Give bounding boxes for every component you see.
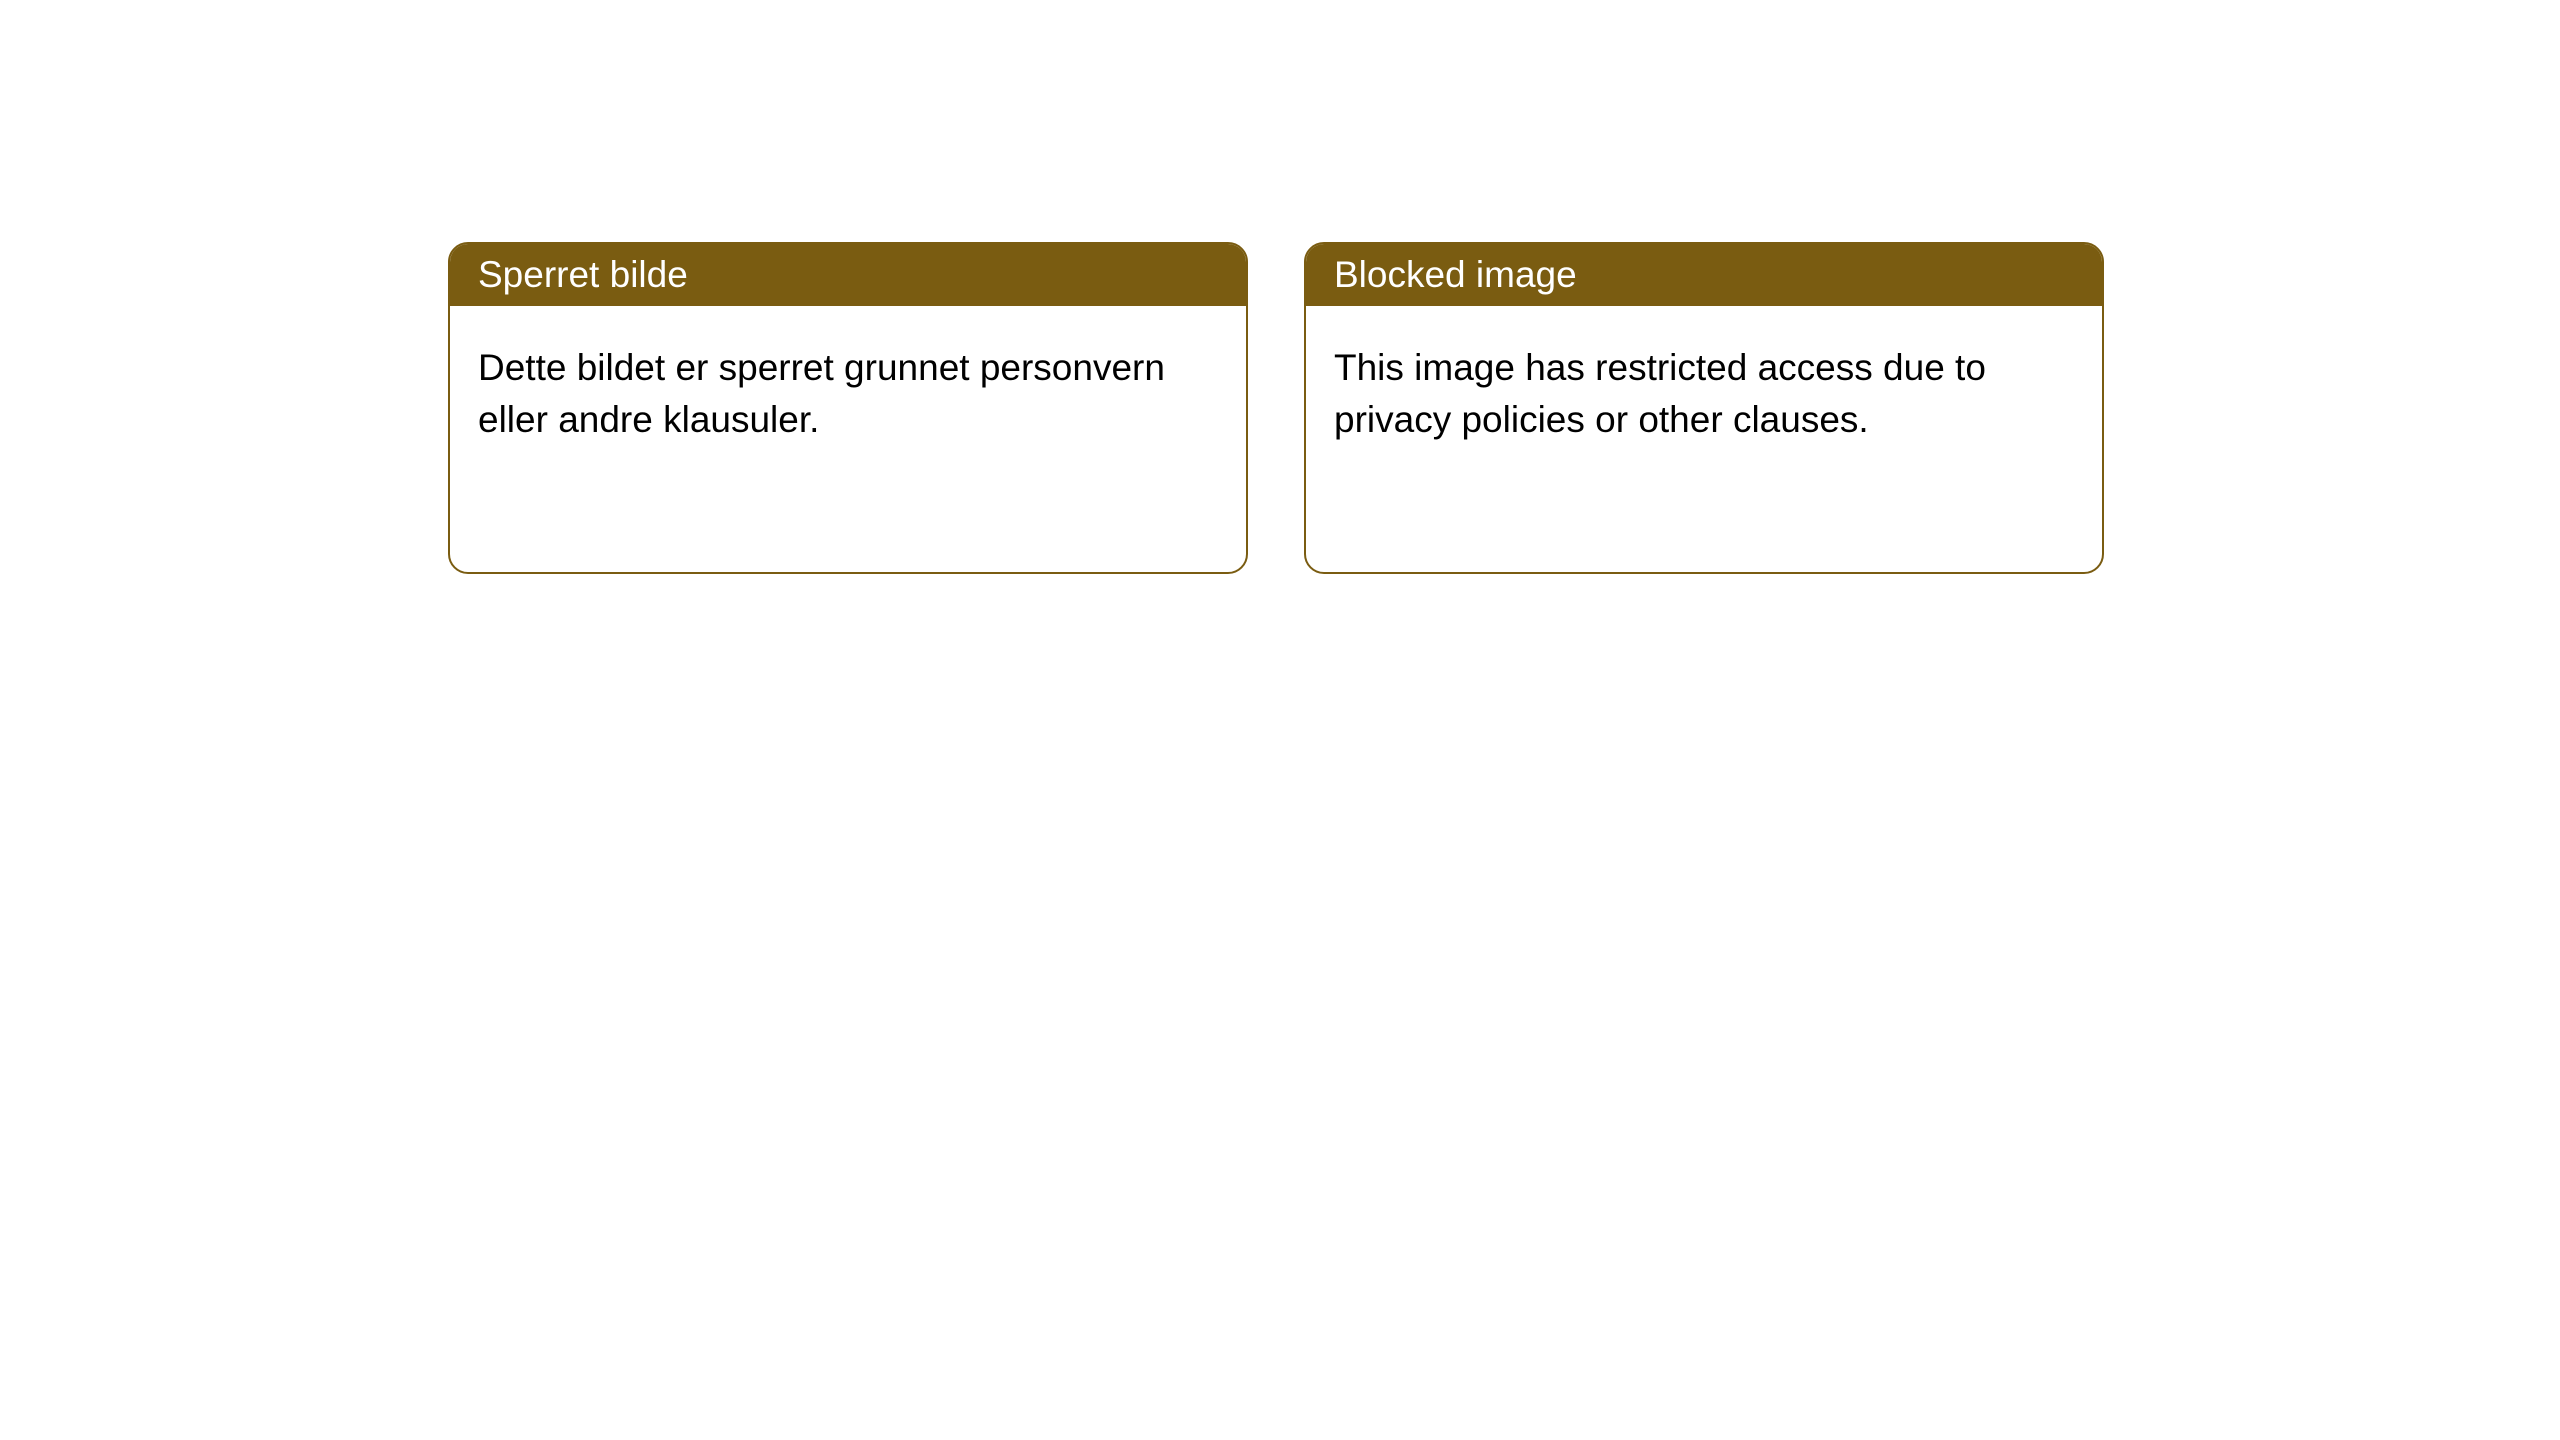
card-title-english: Blocked image bbox=[1334, 254, 1577, 295]
card-message-norwegian: Dette bildet er sperret grunnet personve… bbox=[478, 347, 1165, 440]
card-message-english: This image has restricted access due to … bbox=[1334, 347, 1986, 440]
card-title-norwegian: Sperret bilde bbox=[478, 254, 688, 295]
card-body-english: This image has restricted access due to … bbox=[1306, 306, 2102, 482]
blocked-image-card-norwegian: Sperret bilde Dette bildet er sperret gr… bbox=[448, 242, 1248, 574]
card-body-norwegian: Dette bildet er sperret grunnet personve… bbox=[450, 306, 1246, 482]
card-header-english: Blocked image bbox=[1306, 244, 2102, 306]
cards-container: Sperret bilde Dette bildet er sperret gr… bbox=[0, 0, 2560, 574]
blocked-image-card-english: Blocked image This image has restricted … bbox=[1304, 242, 2104, 574]
card-header-norwegian: Sperret bilde bbox=[450, 244, 1246, 306]
